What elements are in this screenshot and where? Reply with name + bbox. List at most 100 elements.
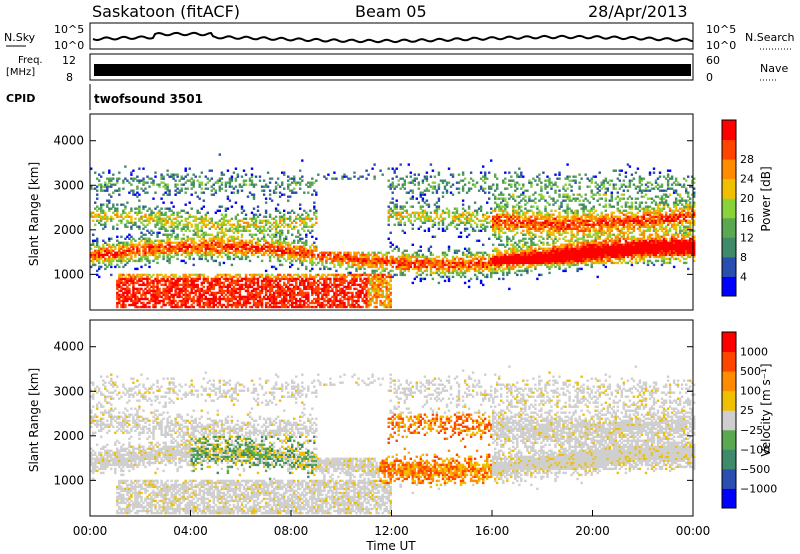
heatmap-cell bbox=[144, 215, 147, 218]
heatmap-cell bbox=[244, 251, 248, 254]
heatmap-cell bbox=[246, 225, 250, 228]
heatmap-cell bbox=[274, 253, 278, 257]
heatmap-cell bbox=[268, 225, 272, 228]
heatmap-cell bbox=[295, 245, 298, 248]
heatmap-cell bbox=[112, 227, 115, 230]
heatmap-cell bbox=[204, 223, 208, 226]
heatmap-cell bbox=[150, 177, 153, 180]
heatmap-cell bbox=[451, 193, 455, 196]
heatmap-cell bbox=[252, 183, 256, 186]
heatmap-cell bbox=[293, 297, 296, 301]
heatmap-cell bbox=[220, 281, 224, 285]
heatmap-cell bbox=[162, 227, 165, 230]
heatmap-cell bbox=[152, 299, 155, 303]
heatmap-cell bbox=[315, 237, 318, 240]
heatmap-cell bbox=[293, 305, 296, 309]
heatmap-cell bbox=[297, 241, 300, 244]
heatmap-cell bbox=[196, 233, 199, 236]
heatmap-cell bbox=[274, 181, 278, 184]
heatmap-cell bbox=[90, 215, 93, 218]
heatmap-cell bbox=[250, 235, 254, 238]
heatmap-cell bbox=[172, 213, 175, 216]
heatmap-cell bbox=[122, 243, 125, 246]
heatmap-cell bbox=[160, 219, 163, 222]
heatmap-cell bbox=[158, 295, 161, 299]
heatmap-cell bbox=[500, 251, 503, 254]
heatmap-cell bbox=[126, 287, 129, 291]
heatmap-cell bbox=[244, 213, 248, 216]
heatmap-cell bbox=[204, 279, 208, 283]
heatmap-cell bbox=[278, 241, 282, 244]
heatmap-cell bbox=[291, 241, 294, 244]
heatmap-cell bbox=[285, 275, 288, 279]
heatmap-cell bbox=[447, 245, 451, 248]
heatmap-cell bbox=[148, 277, 151, 281]
heatmap-cell bbox=[158, 289, 161, 293]
heatmap-cell bbox=[262, 243, 266, 246]
heatmap-cell bbox=[116, 295, 119, 299]
heatmap-cell bbox=[146, 239, 149, 242]
heatmap-cell bbox=[240, 255, 244, 259]
heatmap-cell bbox=[301, 219, 304, 222]
heatmap-cell bbox=[188, 279, 191, 283]
heatmap-cell bbox=[200, 255, 204, 259]
heatmap-cell bbox=[206, 299, 210, 303]
heatmap-cell bbox=[132, 287, 135, 291]
heatmap-cell bbox=[168, 275, 171, 279]
heatmap-cell bbox=[128, 221, 131, 224]
heatmap-cell bbox=[260, 273, 264, 277]
heatmap-cell bbox=[276, 183, 280, 186]
heatmap-cell bbox=[148, 251, 151, 254]
heatmap-cell bbox=[303, 247, 306, 250]
heatmap-cell bbox=[126, 225, 129, 228]
heatmap-cell bbox=[218, 277, 222, 281]
heatmap-cell bbox=[146, 255, 149, 259]
heatmap-cell bbox=[492, 243, 495, 246]
heatmap-cell bbox=[409, 175, 413, 178]
heatmap-cell bbox=[210, 253, 214, 257]
heatmap-cell bbox=[142, 281, 145, 285]
heatmap-cell bbox=[391, 269, 394, 273]
heatmap-cell bbox=[439, 179, 443, 182]
heatmap-cell bbox=[236, 301, 240, 305]
heatmap-cell bbox=[112, 257, 115, 261]
heatmap-cell bbox=[178, 289, 181, 293]
heatmap-cell bbox=[297, 251, 300, 254]
heatmap-cell bbox=[274, 267, 278, 271]
heatmap-cell bbox=[264, 251, 268, 254]
heatmap-cell bbox=[281, 297, 284, 301]
heatmap-cell bbox=[166, 255, 169, 259]
heatmap-cell bbox=[248, 283, 252, 287]
heatmap-cell bbox=[130, 215, 133, 218]
heatmap-cell bbox=[276, 293, 280, 297]
heatmap-cell bbox=[405, 201, 409, 204]
heatmap-cell bbox=[287, 195, 290, 198]
heatmap-cell bbox=[268, 249, 272, 252]
heatmap-cell bbox=[260, 237, 264, 240]
heatmap-cell bbox=[270, 253, 274, 257]
heatmap-cell bbox=[232, 253, 236, 257]
heatmap-cell bbox=[106, 259, 109, 263]
heatmap-cell bbox=[122, 249, 125, 252]
heatmap-cell bbox=[490, 207, 493, 210]
heatmap-cell bbox=[248, 249, 252, 252]
heatmap-cell bbox=[252, 223, 256, 226]
heatmap-cell bbox=[403, 187, 407, 190]
heatmap-cell bbox=[268, 221, 272, 224]
heatmap-cell bbox=[156, 293, 159, 297]
heatmap-cell bbox=[100, 205, 103, 208]
heatmap-cell bbox=[188, 297, 191, 301]
heatmap-cell bbox=[124, 277, 127, 281]
heatmap-cell bbox=[190, 289, 193, 293]
heatmap-cell bbox=[232, 239, 236, 242]
heatmap-cell bbox=[108, 201, 111, 204]
heatmap-cell bbox=[210, 225, 214, 228]
heatmap-cell bbox=[218, 297, 222, 301]
heatmap-cell bbox=[208, 217, 212, 220]
heatmap-cell bbox=[297, 291, 300, 295]
heatmap-cell bbox=[307, 297, 310, 301]
heatmap-cell bbox=[272, 299, 276, 303]
heatmap-cell bbox=[90, 259, 93, 263]
heatmap-cell bbox=[455, 209, 459, 212]
heatmap-cell bbox=[158, 249, 161, 252]
